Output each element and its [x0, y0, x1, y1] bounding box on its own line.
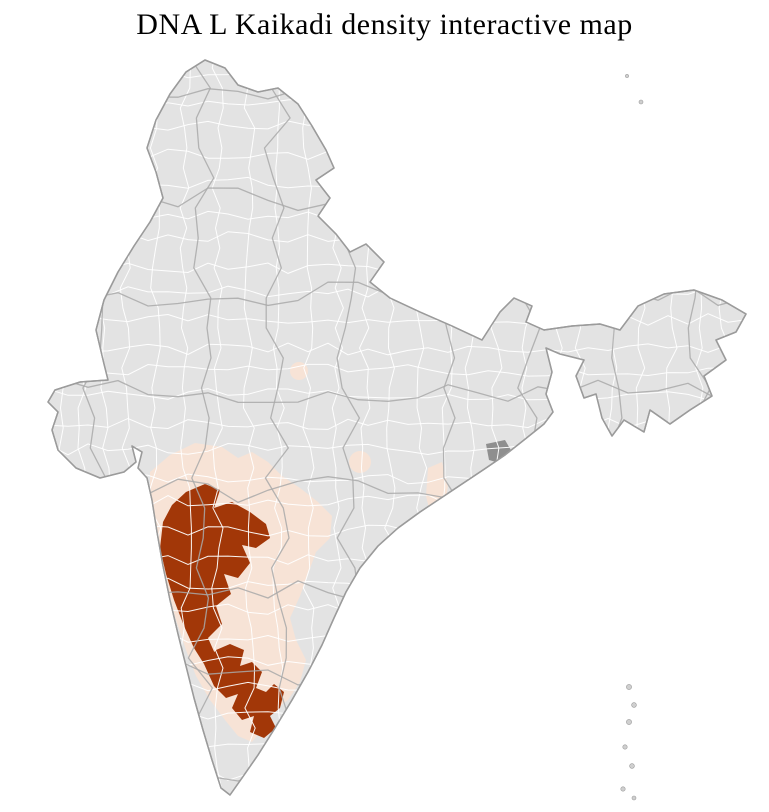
island[interactable] [626, 684, 632, 690]
island[interactable] [620, 786, 626, 792]
island[interactable] [629, 763, 635, 769]
island[interactable] [626, 719, 632, 725]
map-title: DNA L Kaikadi density interactive map [136, 8, 633, 41]
island[interactable] [622, 744, 628, 750]
island[interactable] [631, 702, 637, 708]
low-density-region[interactable] [349, 451, 371, 473]
island[interactable] [625, 74, 629, 78]
gray-district[interactable] [30, 400, 37, 409]
high-density-region[interactable] [204, 644, 284, 738]
island[interactable] [638, 99, 644, 105]
andaman-nicobar-islands[interactable] [620, 74, 644, 801]
low-density-region[interactable] [290, 362, 308, 380]
island[interactable] [631, 795, 637, 801]
